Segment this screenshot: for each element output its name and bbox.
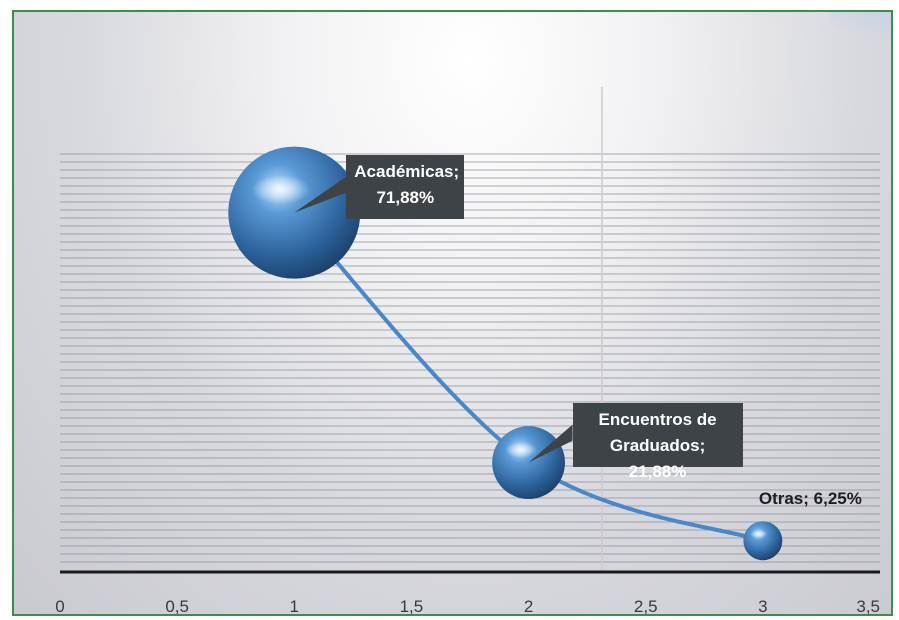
grid-lines: [60, 153, 880, 563]
x-tick-label: 0,5: [165, 597, 189, 616]
data-label-1: Académicas; 71,88%: [346, 154, 465, 219]
data-label-line: Encuentros de: [598, 409, 717, 429]
x-tick-label: 0: [55, 597, 64, 616]
data-label-line: 71,88%: [376, 187, 435, 207]
x-tick-label: 1,5: [400, 597, 424, 616]
bubble-highlight-3: [750, 529, 768, 539]
data-label-line: Graduados; 21,88%: [609, 435, 706, 481]
x-tick-label: 2: [524, 597, 533, 616]
callout-pointer: [528, 424, 573, 463]
callout-pointer: [294, 176, 347, 213]
corner-decoration: [831, 12, 891, 42]
x-tick-label: 3: [758, 597, 767, 616]
data-bubble-3: [743, 521, 783, 561]
bubble-highlight-1: [251, 174, 311, 205]
x-tick-label: 3,5: [856, 597, 880, 616]
data-label-line: Académicas;: [354, 161, 460, 181]
bubble-highlight-2: [504, 441, 538, 458]
chart-frame: 0 0,5 1 1,5 2 2,5 3 3,5 Académicas; 71,88% Encuen…: [12, 10, 893, 616]
data-label-3: Otras; 6,25%: [758, 488, 862, 508]
x-tick-label: 1: [290, 597, 299, 616]
data-label-2: Encuentros de Graduados; 21,88%: [572, 402, 743, 481]
plot-area: 0 0,5 1 1,5 2 2,5 3 3,5: [55, 87, 880, 616]
x-tick-label: 2,5: [634, 597, 658, 616]
